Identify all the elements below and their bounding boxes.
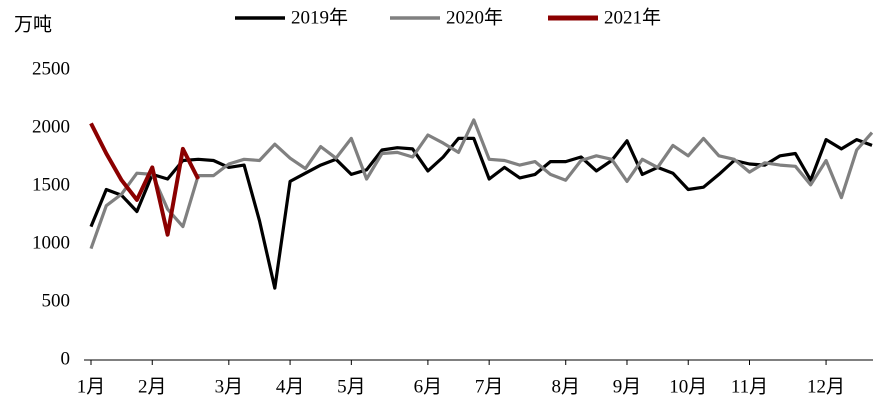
x-tick-label: 2月 [138, 376, 167, 397]
x-tick-label: 11月 [731, 376, 768, 397]
legend-label: 2021年 [604, 6, 661, 28]
series-line [89, 122, 200, 237]
x-tick-label: 10月 [669, 376, 707, 397]
y-tick-label: 2000 [32, 116, 70, 137]
y-tick-label: 1500 [32, 174, 70, 195]
legend-label: 2019年 [291, 6, 348, 28]
y-tick-label: 2500 [32, 58, 70, 79]
y-tick-label: 0 [61, 348, 71, 369]
x-tick-label: 7月 [475, 376, 504, 397]
x-tick-label: 1月 [77, 376, 106, 397]
x-tick-label: 3月 [215, 376, 244, 397]
legend-label: 2020年 [446, 6, 503, 28]
x-tick-label: 12月 [807, 376, 845, 397]
x-tick-label: 5月 [337, 376, 366, 397]
y-axis-label: 万吨 [14, 13, 52, 35]
x-tick-label: 6月 [414, 376, 443, 397]
x-tick-label: 8月 [551, 376, 580, 397]
series-line [89, 136, 873, 290]
y-tick-label: 1000 [32, 232, 70, 253]
y-tick-label: 500 [42, 290, 71, 311]
x-tick-label: 9月 [613, 376, 642, 397]
series-line [89, 118, 873, 250]
x-tick-label: 4月 [276, 376, 305, 397]
